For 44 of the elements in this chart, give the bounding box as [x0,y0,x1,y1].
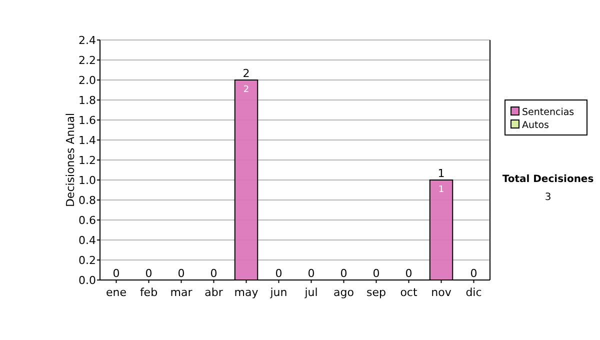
total-label: 2 [242,67,250,80]
total-label: 0 [145,267,152,280]
y-tick-label: 1.8 [78,94,96,107]
data-label: 1 [438,185,444,195]
y-tick-label: 1.4 [78,134,96,147]
total-label: 0 [308,267,315,280]
total-label: 0 [405,267,412,280]
total-label: 0 [470,267,478,280]
x-tick-label: ago [334,286,354,299]
y-tick-label: 2.4 [78,34,96,47]
total-label: 0 [178,267,185,280]
x-tick-label: may [234,286,259,299]
y-tick-label: 0.6 [78,214,96,227]
legend-label: Autos [522,120,550,131]
y-tick-label: 2.2 [78,54,96,67]
total-label: 0 [112,267,120,280]
total-label: 0 [372,267,380,280]
y-tick-label: 0.2 [78,254,96,267]
y-tick-label: 0.8 [78,194,96,207]
total-label: 1 [438,167,445,180]
y-tick-label: 1.6 [78,114,96,127]
x-tick-label: oct [400,286,418,299]
total-label: 0 [340,267,348,280]
x-tick-label: jun [269,286,288,299]
x-tick-label: dic [466,286,482,299]
x-tick-label: abr [204,286,224,299]
y-tick-label: 1.2 [78,154,96,167]
x-tick-label: ene [106,286,127,299]
x-tick-label: sep [366,286,386,299]
x-tick-label: nov [431,286,452,299]
y-tick-label: 0.4 [78,234,96,247]
y-axis-title: Decisiones Anual [64,112,77,208]
data-label: 2 [243,85,250,95]
y-tick-label: 1.0 [78,174,96,187]
y-tick-label: 0.0 [78,274,96,287]
legend-label: Sentencias [522,107,574,118]
text: Total Decisiones [502,174,594,185]
x-tick-label: mar [170,286,193,299]
x-tick-label: feb [140,286,158,299]
x-tick-label: jul [304,286,318,299]
total-label: 0 [210,267,218,280]
y-tick-label: 2.0 [78,74,96,87]
total-label: 0 [275,267,282,280]
text: 3 [544,192,552,203]
